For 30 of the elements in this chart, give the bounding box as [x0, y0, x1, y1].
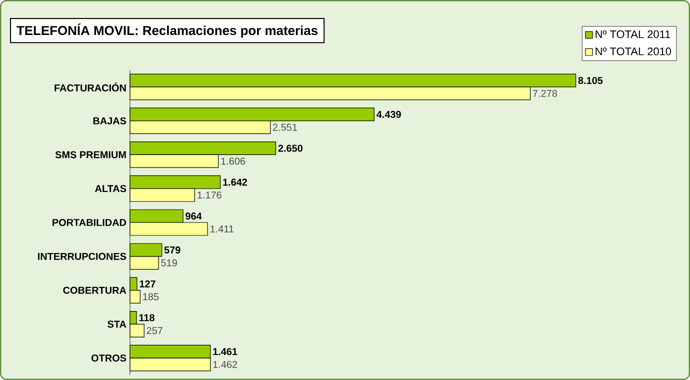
data-label: 8.105	[578, 76, 603, 84]
data-label: 4.439	[376, 110, 401, 118]
y-tick-label: STA	[108, 320, 126, 328]
legend-label: Nº TOTAL 2011	[596, 30, 670, 38]
data-label: 579	[164, 246, 180, 254]
y-tick-label: INTERRUPCIONES	[38, 252, 126, 260]
data-label: 185	[143, 293, 159, 300]
data-label: 964	[186, 212, 202, 220]
data-label: 1.462	[213, 360, 238, 368]
y-tick-label: COBERTURA	[63, 286, 126, 294]
y-tick-label: BAJAS	[93, 117, 126, 124]
data-label: 7.278	[533, 90, 557, 97]
legend-label: Nº TOTAL 2010	[596, 48, 672, 56]
chart-title: TELEFONÍA MOVIL: Reclamaciones por materias	[16, 23, 318, 38]
y-tick-label: SMS PREMIUM	[55, 151, 126, 158]
data-label: 2.551	[273, 124, 297, 131]
data-label: 257	[146, 327, 162, 334]
y-tick-label: PORTABILIDAD	[52, 218, 126, 226]
data-label: 1.642	[223, 178, 248, 186]
y-tick-label: FACTURACIÓN	[54, 82, 126, 92]
y-tick-label: ALTAS	[95, 185, 126, 192]
data-label: 1.411	[210, 226, 234, 232]
data-label: 118	[139, 314, 154, 322]
data-label: 1.461	[213, 348, 238, 356]
y-tick-label: OTROS	[91, 354, 126, 362]
data-label: 1.606	[221, 158, 246, 165]
data-label: 1.176	[198, 192, 222, 199]
data-label: 2.650	[278, 144, 302, 152]
data-label: 519	[161, 259, 177, 266]
data-label: 127	[140, 280, 156, 288]
